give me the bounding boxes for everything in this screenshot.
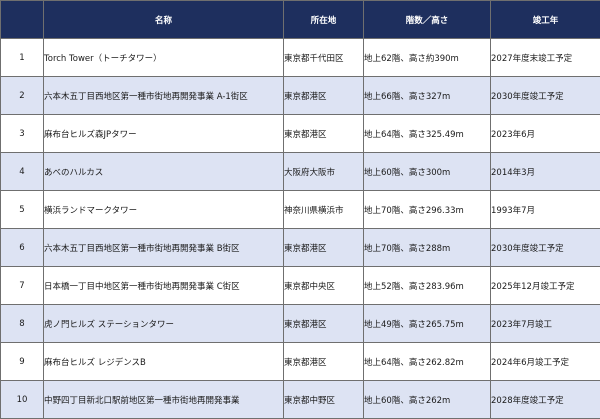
table-row: 4 あべのハルカス 大阪府大阪市 地上60階、高さ300m 2014年3月 — [0, 152, 600, 191]
cell-completion: 2014年3月 — [490, 152, 600, 191]
cell-rank: 10 — [0, 380, 44, 419]
cell-location: 東京都港区 — [283, 304, 364, 343]
header-location: 所在地 — [283, 0, 364, 39]
cell-name: 六本木五丁目西地区第一種市街地再開発事業 B街区 — [43, 228, 284, 267]
cell-location: 神奈川県横浜市 — [283, 190, 364, 229]
cell-name: 日本橋一丁目中地区第一種市街地再開発事業 C街区 — [43, 266, 284, 305]
cell-floors-height: 地上64階、高さ325.49m — [363, 114, 491, 153]
cell-location: 東京都港区 — [283, 76, 364, 115]
table-row: 5 横浜ランドマークタワー 神奈川県横浜市 地上70階、高さ296.33m 1993年7… — [0, 190, 600, 229]
cell-floors-height: 地上70階、高さ288m — [363, 228, 491, 267]
cell-rank: 2 — [0, 76, 44, 115]
table-row: 9 麻布台ヒルズ レジデンスB 東京都港区 地上64階、高さ262.82m 2024年6… — [0, 342, 600, 381]
cell-floors-height: 地上49階、高さ265.75m — [363, 304, 491, 343]
cell-rank: 9 — [0, 342, 44, 381]
cell-location: 東京都千代田区 — [283, 38, 364, 77]
table-body: 1 Torch Tower（トーチタワー） 東京都千代田区 地上62階、高さ約390m… — [0, 38, 600, 419]
cell-completion: 2030年度竣工予定 — [490, 76, 600, 115]
table-row: 1 Torch Tower（トーチタワー） 東京都千代田区 地上62階、高さ約390m… — [0, 38, 600, 77]
cell-floors-height: 地上66階、高さ327m — [363, 76, 491, 115]
cell-location: 東京都港区 — [283, 114, 364, 153]
cell-floors-height: 地上70階、高さ296.33m — [363, 190, 491, 229]
table-row: 2 六本木五丁目西地区第一種市街地再開発事業 A-1街区 東京都港区 地上66階、高さ… — [0, 76, 600, 115]
header-name: 名称 — [43, 0, 284, 39]
cell-completion: 2030年度竣工予定 — [490, 228, 600, 267]
cell-rank: 4 — [0, 152, 44, 191]
cell-rank: 7 — [0, 266, 44, 305]
cell-name: 麻布台ヒルズ レジデンスB — [43, 342, 284, 381]
cell-completion: 2023年7月竣工 — [490, 304, 600, 343]
table-row: 6 六本木五丁目西地区第一種市街地再開発事業 B街区 東京都港区 地上70階、高さ28… — [0, 228, 600, 267]
cell-name: 中野四丁目新北口駅前地区第一種市街地再開発事業 — [43, 380, 284, 419]
cell-location: 東京都中央区 — [283, 266, 364, 305]
cell-location: 東京都中野区 — [283, 380, 364, 419]
cell-completion: 1993年7月 — [490, 190, 600, 229]
cell-completion: 2023年6月 — [490, 114, 600, 153]
table-row: 10 中野四丁目新北口駅前地区第一種市街地再開発事業 東京都中野区 地上60階、高さ2… — [0, 380, 600, 419]
cell-floors-height: 地上60階、高さ300m — [363, 152, 491, 191]
header-rank — [0, 0, 44, 39]
cell-name: 横浜ランドマークタワー — [43, 190, 284, 229]
cell-location: 東京都港区 — [283, 228, 364, 267]
cell-completion: 2028年度竣工予定 — [490, 380, 600, 419]
cell-rank: 8 — [0, 304, 44, 343]
cell-location: 大阪府大阪市 — [283, 152, 364, 191]
cell-rank: 1 — [0, 38, 44, 77]
table-header-row: 名称 所在地 階数／高さ 竣工年 — [0, 0, 600, 39]
table-row: 3 麻布台ヒルズ森JPタワー 東京都港区 地上64階、高さ325.49m 2023年6月 — [0, 114, 600, 153]
header-floors-height: 階数／高さ — [363, 0, 491, 39]
cell-name: 六本木五丁目西地区第一種市街地再開発事業 A-1街区 — [43, 76, 284, 115]
cell-name: 虎ノ門ヒルズ ステーションタワー — [43, 304, 284, 343]
table-row: 7 日本橋一丁目中地区第一種市街地再開発事業 C街区 東京都中央区 地上52階、高さ2… — [0, 266, 600, 305]
table-row: 8 虎ノ門ヒルズ ステーションタワー 東京都港区 地上49階、高さ265.75m 202… — [0, 304, 600, 343]
cell-name: あべのハルカス — [43, 152, 284, 191]
cell-location: 東京都港区 — [283, 342, 364, 381]
cell-rank: 6 — [0, 228, 44, 267]
cell-completion: 2025年12月竣工予定 — [490, 266, 600, 305]
cell-name: Torch Tower（トーチタワー） — [43, 38, 284, 77]
cell-floors-height: 地上52階、高さ283.96m — [363, 266, 491, 305]
cell-completion: 2027年度末竣工予定 — [490, 38, 600, 77]
cell-floors-height: 地上60階、高さ262m — [363, 380, 491, 419]
cell-name: 麻布台ヒルズ森JPタワー — [43, 114, 284, 153]
cell-floors-height: 地上62階、高さ約390m — [363, 38, 491, 77]
cell-completion: 2024年6月竣工予定 — [490, 342, 600, 381]
header-completion: 竣工年 — [490, 0, 600, 39]
cell-rank: 5 — [0, 190, 44, 229]
cell-floors-height: 地上64階、高さ262.82m — [363, 342, 491, 381]
cell-rank: 3 — [0, 114, 44, 153]
